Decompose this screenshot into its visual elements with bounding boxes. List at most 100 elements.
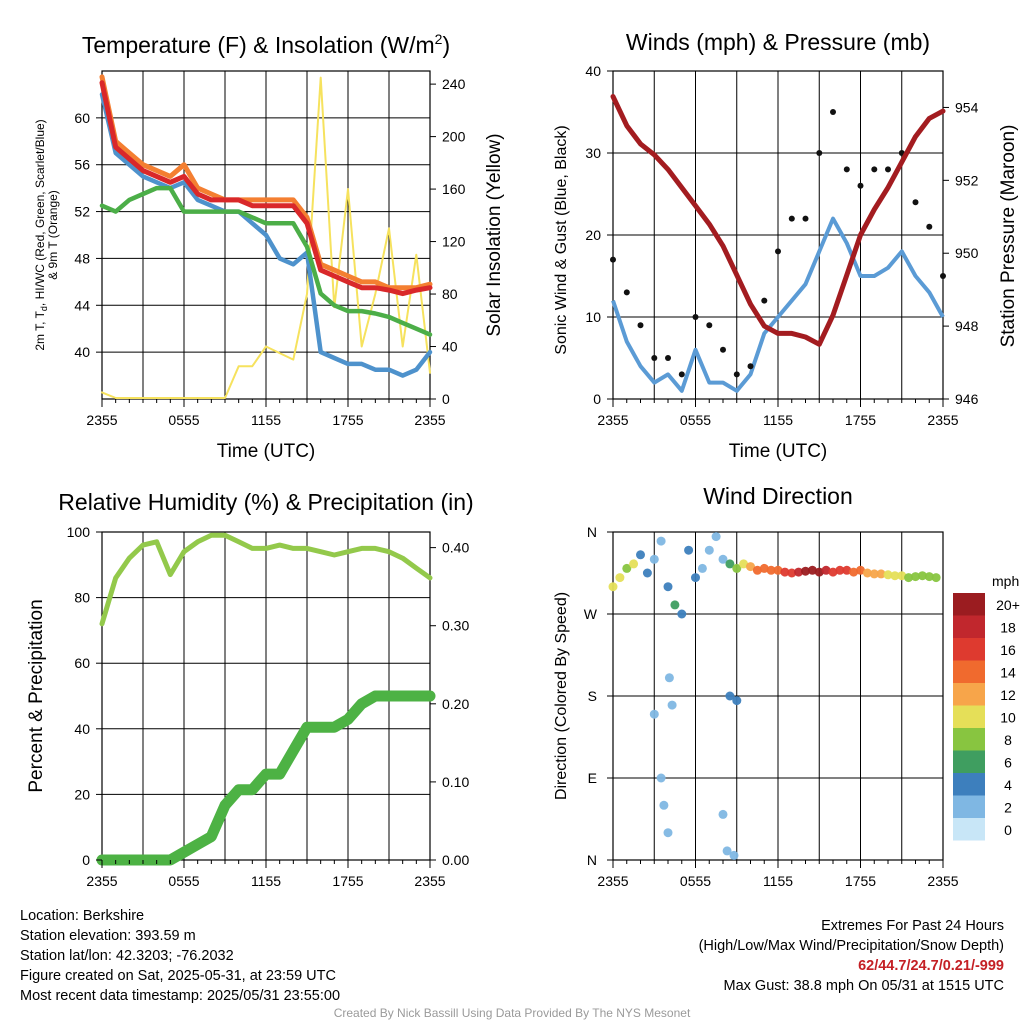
direction-point (608, 582, 618, 592)
direction-point (729, 850, 739, 860)
temperature-right-ticks: 0 40 80 120 160 200 240 (430, 76, 466, 407)
y-tick-label: 52 (74, 204, 90, 220)
colorbar-label: 12 (1000, 687, 1016, 703)
direction-point (642, 568, 652, 578)
speed-colorbar: mph 20+ 18 16 14 12 10 8 6 4 2 0 (953, 573, 1020, 841)
colorbar-swatch (953, 705, 985, 728)
direction-point (828, 567, 838, 577)
x-tick-label: 1155 (251, 412, 281, 428)
y-tick-label: S (588, 688, 597, 704)
extremes-values: 62/44.7/24.7/0.21/-999 (858, 958, 1004, 974)
x-tick-label: 2355 (414, 412, 445, 428)
gust-point (665, 355, 671, 361)
x-tick-label: 2355 (86, 412, 117, 428)
direction-point (725, 691, 735, 701)
gust-point (830, 109, 836, 115)
direction-point (897, 571, 907, 581)
direction-left-axis-label: Direction (Colored By Speed) (553, 592, 570, 800)
gust-point (912, 199, 919, 206)
humidity-panel: Relative Humidity (%) & Precipitation (i… (26, 489, 474, 889)
humidity-left-ticks: 0 20 40 60 80 100 (67, 524, 102, 868)
direction-point (924, 572, 934, 582)
direction-point (684, 545, 694, 555)
direction-point (732, 563, 742, 573)
y-tick-label: 60 (74, 110, 90, 126)
direction-point (656, 536, 666, 546)
direction-point (931, 573, 941, 583)
x-tick-label: 2355 (927, 873, 958, 889)
gust-point (637, 322, 644, 329)
x-tick-label: 1155 (763, 873, 793, 889)
colorbar-title: mph (992, 573, 1019, 589)
winds-grid (613, 71, 943, 399)
gust-point (761, 297, 768, 304)
y-tick-label: N (587, 852, 597, 868)
created-text: Figure created on Sat, 2025-05-31, at 23… (20, 968, 336, 984)
series-line-2m-t (99, 80, 433, 297)
series-line-relative-humidity (99, 532, 433, 627)
humidity-grid (102, 532, 430, 860)
extremes-title: Extremes For Past 24 Hours (821, 918, 1004, 934)
direction-point (773, 565, 783, 575)
humidity-right-ticks: 0.00 0.10 0.20 0.30 0.40 (430, 540, 469, 868)
direction-point (697, 563, 707, 573)
direction-point (663, 582, 673, 592)
x-tick-label: 1755 (845, 412, 876, 428)
y-tick-label: 30 (585, 145, 601, 161)
y-tick-label: 48 (74, 250, 90, 266)
y-right-tick-label: 0.20 (442, 696, 469, 712)
y-tick-label: 60 (74, 655, 90, 671)
colorbar-label: 10 (1000, 710, 1016, 726)
extremes-subtitle: (High/Low/Max Wind/Precipitation/Snow De… (698, 938, 1004, 954)
gust-point (885, 166, 891, 173)
x-tick-label: 2355 (86, 873, 117, 889)
direction-point (649, 554, 659, 564)
temperature-left-ticks: 40 44 48 52 56 60 (74, 110, 102, 360)
recent-data-text: Most recent data timestamp: 2025/05/31 2… (20, 988, 341, 1004)
winds-left-axis-label: Sonic Wind & Gust (Blue, Black) (553, 125, 570, 354)
direction-point (670, 600, 680, 610)
gust-point (843, 166, 850, 173)
y-tick-label: 44 (74, 297, 90, 313)
gust-point (816, 150, 823, 156)
y-right-tick-label: 200 (442, 129, 466, 145)
x-tick-label: 0555 (680, 412, 711, 428)
colorbar-label: 8 (1004, 732, 1012, 748)
direction-point (667, 700, 677, 710)
colorbar-swatch (953, 795, 985, 818)
y-tick-label: W (584, 606, 598, 622)
colorbar-swatch (953, 818, 985, 841)
y-right-tick-label: 948 (955, 318, 979, 334)
x-tick-label: 0555 (168, 412, 199, 428)
y-tick-label: 100 (67, 524, 91, 540)
direction-point (794, 567, 804, 577)
gust-point (706, 322, 713, 329)
colorbar-label: 4 (1004, 777, 1012, 793)
direction-point (917, 571, 927, 581)
direction-point (883, 570, 893, 580)
direction-point (649, 709, 659, 719)
series-line-9m-t (99, 74, 433, 291)
winds-x-axis-label: Time (UTC) (729, 441, 828, 462)
direction-point (663, 828, 673, 838)
x-tick-label: 1155 (763, 412, 793, 428)
direction-point (636, 550, 645, 560)
direction-title: Wind Direction (703, 483, 853, 509)
direction-point (746, 562, 755, 572)
x-tick-label: 1155 (251, 873, 281, 889)
winds-panel: Winds (mph) & Pressure (mb) 0 10 20 30 40 94… (553, 29, 1019, 462)
direction-point (849, 567, 859, 577)
temperature-x-axis-label: Time (UTC) (217, 441, 316, 462)
direction-point (691, 573, 700, 583)
direction-left-ticks: N E S W N (584, 524, 613, 868)
y-tick-label: 56 (74, 157, 90, 173)
gust-point (651, 355, 658, 361)
y-right-tick-label: 0.10 (442, 774, 469, 790)
y-tick-label: 20 (74, 786, 90, 802)
gust-point (802, 215, 809, 222)
direction-point (615, 573, 625, 583)
gust-point (788, 215, 795, 222)
colorbar-swatch (953, 773, 985, 796)
y-tick-label: N (587, 524, 597, 540)
